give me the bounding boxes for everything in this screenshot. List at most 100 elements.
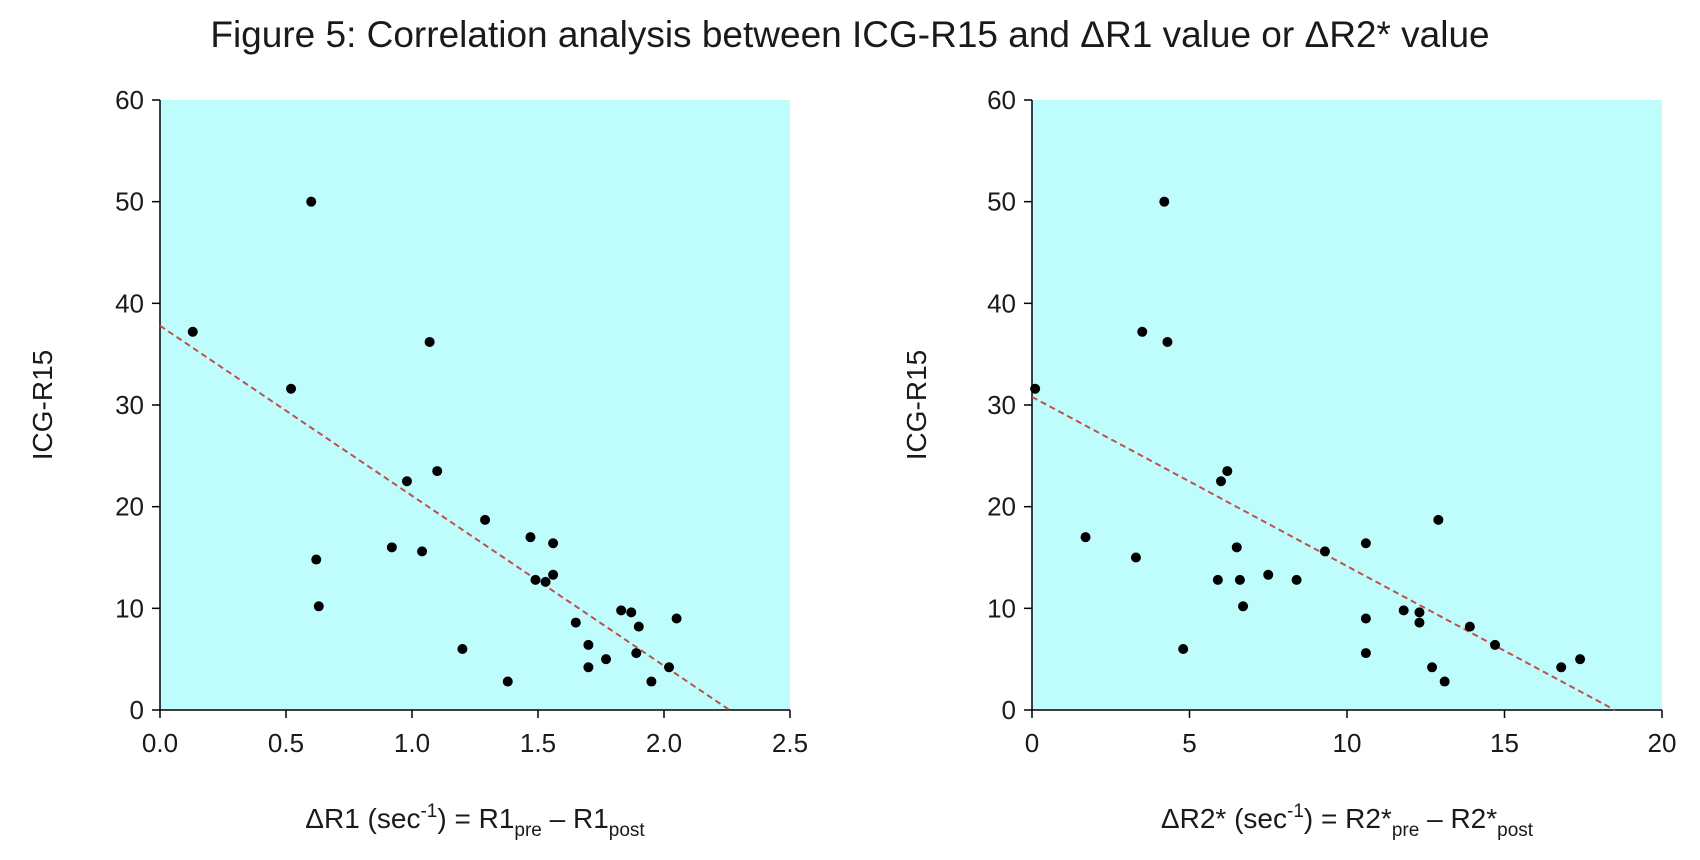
data-point <box>1291 574 1302 585</box>
data-point <box>1490 639 1501 650</box>
data-point <box>1398 605 1409 616</box>
trendline <box>159 324 731 711</box>
x-tick-label: 1.0 <box>394 728 430 758</box>
data-point <box>631 648 642 659</box>
data-point <box>583 639 594 650</box>
data-point <box>1433 514 1444 525</box>
data-point <box>502 676 513 687</box>
data-point <box>1216 476 1226 487</box>
x-axis-title-main: ΔR2* (sec <box>1161 803 1287 834</box>
data-point <box>311 554 322 565</box>
data-point <box>570 617 581 628</box>
data-point <box>187 326 198 337</box>
data-point <box>417 546 428 557</box>
data-point <box>457 644 468 654</box>
x-tick-label: 2.0 <box>646 728 682 758</box>
data-point <box>1222 466 1233 477</box>
data-point <box>1439 676 1450 687</box>
x-axis-title: ΔR2* (sec-1) = R2*pre – R2*post <box>1161 801 1534 841</box>
data-point <box>313 601 324 612</box>
data-point <box>1556 662 1567 673</box>
data-point <box>1030 383 1041 394</box>
data-point <box>540 576 551 587</box>
data-point <box>306 196 317 207</box>
y-tick-label: 40 <box>987 288 1016 318</box>
y-tick-label: 50 <box>987 187 1016 217</box>
plot-area <box>160 100 790 710</box>
data-point <box>525 532 536 543</box>
data-point <box>1159 196 1170 207</box>
data-point <box>626 607 637 618</box>
data-point <box>1360 613 1371 624</box>
x-tick-label: 0.0 <box>142 728 178 758</box>
x-tick-label: 2.5 <box>772 728 808 758</box>
data-point <box>1414 607 1425 618</box>
x-axis-title-superscript: -1 <box>1287 801 1304 822</box>
data-point <box>1414 617 1425 628</box>
x-tick-label: 15 <box>1490 728 1519 758</box>
data-point <box>1360 648 1371 659</box>
x-axis-title-subscript: pre <box>514 820 541 841</box>
y-tick-label: 20 <box>987 492 1016 522</box>
data-point <box>633 621 644 632</box>
data-point <box>1212 574 1223 585</box>
data-point <box>1464 621 1475 632</box>
x-axis-title-subscript: post <box>609 820 646 841</box>
data-point <box>1231 542 1242 553</box>
data-point <box>1080 532 1091 543</box>
x-axis-title-superscript: -1 <box>420 801 437 822</box>
data-point <box>671 613 682 624</box>
y-tick-label: 60 <box>115 85 144 115</box>
data-point <box>1137 326 1148 337</box>
data-point <box>1575 654 1586 665</box>
figure-title: Figure 5: Correlation analysis between I… <box>210 14 1490 55</box>
data-point <box>1234 574 1245 585</box>
x-axis-title-subscript: pre <box>1392 820 1419 841</box>
x-axis-title-middle: ) = R2* <box>1304 803 1392 834</box>
y-tick-label: 20 <box>115 492 144 522</box>
data-point <box>1130 552 1141 563</box>
y-tick-label: 0 <box>1002 695 1016 725</box>
data-point <box>530 574 541 585</box>
data-point <box>424 336 435 347</box>
y-tick-label: 50 <box>115 187 144 217</box>
scatter-chart-delta-r1: 0 10 20 30 40 50 60 0.0 0.5 1.0 1.5 2.0 2.5 ICG-R15 ΔR… <box>27 85 808 841</box>
y-tick-label: 0 <box>130 695 144 725</box>
x-tick-label: 0 <box>1025 728 1039 758</box>
x-tick-label: 0.5 <box>268 728 304 758</box>
data-point <box>601 654 612 665</box>
x-tick-label: 5 <box>1182 728 1196 758</box>
x-tick-label: 20 <box>1648 728 1677 758</box>
data-point <box>548 569 559 580</box>
x-axis-title-rest: – R1 <box>542 803 609 834</box>
y-axis-title: ICG-R15 <box>27 350 58 460</box>
x-axis-title-rest: – R2* <box>1419 803 1497 834</box>
y-tick-label: 10 <box>987 593 1016 623</box>
y-tick-label: 30 <box>115 390 144 420</box>
data-point <box>646 676 657 687</box>
x-axis-title-subscript: post <box>1497 820 1534 841</box>
data-point <box>1319 546 1330 557</box>
data-point <box>1263 569 1274 580</box>
y-tick-label: 60 <box>987 85 1016 115</box>
data-point <box>401 476 412 487</box>
x-tick-label: 10 <box>1333 728 1362 758</box>
data-point <box>480 514 491 525</box>
data-point <box>386 542 397 553</box>
data-point <box>286 383 297 394</box>
data-point <box>1178 644 1189 654</box>
data-point <box>1360 538 1371 549</box>
y-tick-label: 40 <box>115 288 144 318</box>
data-point <box>1162 336 1173 347</box>
x-axis-title: ΔR1 (sec-1) = R1pre – R1post <box>305 801 645 841</box>
data-point <box>616 605 627 616</box>
scatter-chart-delta-r2star: 0 10 20 30 40 50 60 0 5 10 15 20 ICG-R15 ΔR2* (sec-1)… <box>901 85 1677 841</box>
y-tick-label: 10 <box>115 593 144 623</box>
x-axis-title-middle: ) = R1 <box>437 803 514 834</box>
data-point <box>583 662 594 673</box>
y-axis-title: ICG-R15 <box>901 350 932 460</box>
data-point <box>664 662 675 673</box>
data-point <box>432 466 443 477</box>
data-point <box>1238 601 1249 612</box>
